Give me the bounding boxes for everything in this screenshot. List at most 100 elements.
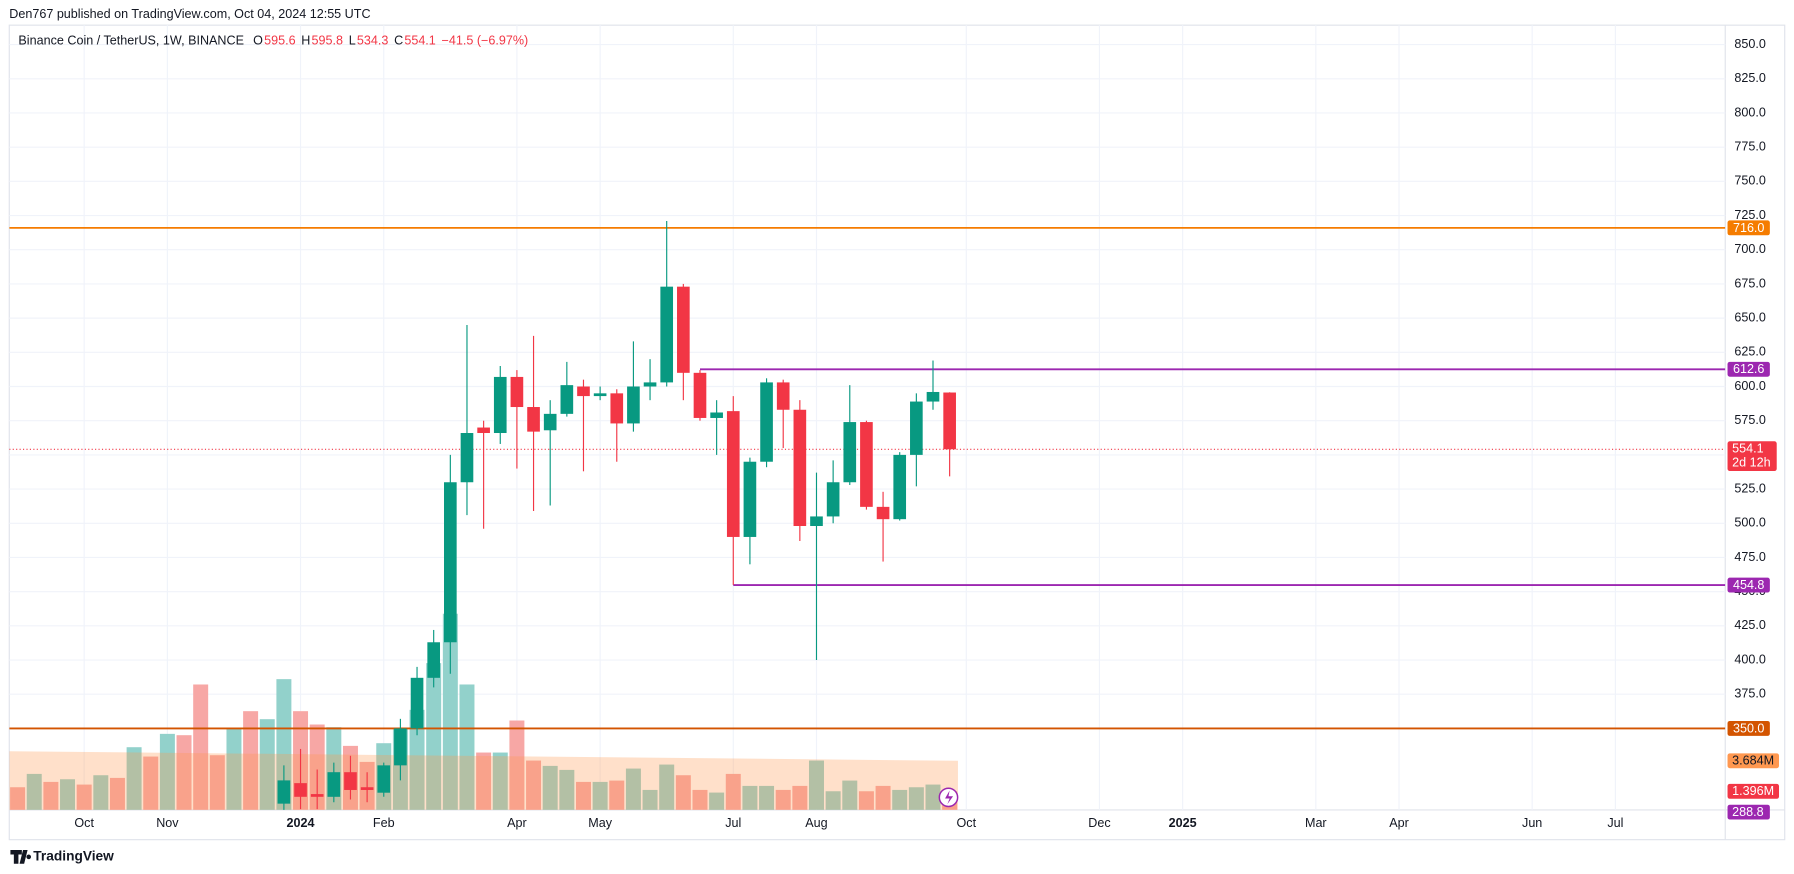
y-tick-label: 700.0 (1734, 242, 1765, 256)
volume-bar (709, 792, 725, 810)
candle-body (527, 407, 540, 432)
volume-bar (575, 781, 591, 810)
candle-body (277, 780, 291, 804)
candle-body (910, 401, 923, 455)
candle-body (876, 506, 890, 520)
change-value: −41.5 (−6.97%) (442, 34, 529, 48)
y-tick-label: 400.0 (1734, 652, 1765, 666)
candle-body (643, 382, 657, 387)
volume-bar (592, 781, 608, 810)
candle-body (810, 516, 823, 527)
level-label-box (1727, 720, 1770, 736)
volume-bar (925, 784, 941, 810)
candle-body (310, 794, 324, 797)
volume-bar (809, 760, 824, 810)
last-price-box (1727, 441, 1777, 472)
x-tick-label: Apr (507, 816, 527, 830)
ohlc-key: H (301, 34, 310, 48)
candle-body (543, 413, 557, 431)
volume-bar (426, 663, 442, 810)
y-tick-label: 500.0 (1734, 516, 1765, 530)
candle-body (460, 433, 474, 483)
volume-bar (209, 755, 225, 810)
candle-body (560, 385, 574, 414)
plot (9, 221, 1726, 810)
volume-bar (625, 768, 641, 810)
volume-bar (542, 765, 558, 810)
candle-body (843, 422, 857, 483)
volume-ma-box (1727, 753, 1780, 769)
level-label: 350.0 (1733, 721, 1764, 735)
y-tick-label: 600.0 (1734, 379, 1765, 393)
ohlc-key: L (349, 34, 356, 48)
volume-bar (259, 719, 275, 810)
x-tick-label: Oct (956, 816, 976, 830)
level-label: 612.6 (1733, 362, 1764, 376)
frame (8, 24, 1786, 841)
candle-body (327, 772, 341, 797)
ohlc-value: 554.1 (404, 34, 435, 48)
y-tick-label: 825.0 (1734, 71, 1765, 85)
ohlc-value: 595.6 (264, 34, 295, 48)
volume-bar (775, 789, 791, 810)
volume-bar (143, 756, 159, 810)
y-tick-label: 800.0 (1734, 105, 1765, 119)
volume-bar (243, 711, 259, 810)
x-tick-label: May (588, 816, 612, 830)
volume-bar (659, 764, 675, 810)
volume-bar (742, 785, 758, 810)
volume-ma-area (9, 751, 958, 810)
volume-bar (10, 787, 26, 810)
countdown-label: 2d 12h (1732, 455, 1770, 469)
volume-last-label: 1.396M (1732, 784, 1774, 798)
x-tick-label: Dec (1088, 816, 1110, 830)
volume-bar (276, 679, 292, 810)
level-label: 716.0 (1733, 221, 1764, 235)
volume-bar (526, 760, 542, 810)
volume-bar (476, 752, 492, 810)
y-tick-label: 375.0 (1734, 687, 1765, 701)
candle-body (793, 409, 807, 527)
extra-label-box (1727, 804, 1770, 820)
extra-label: 288.8 (1732, 805, 1763, 819)
candle-body (710, 412, 723, 418)
volume-bar (759, 785, 775, 810)
candle-body (444, 482, 457, 643)
symbol-title: Binance Coin / TetherUS, 1W, BINANCE (18, 34, 244, 48)
candle-body (760, 382, 773, 462)
candle-body (693, 372, 707, 418)
candle-body (726, 411, 740, 537)
candle-body (344, 772, 357, 790)
volume-bar (76, 784, 92, 810)
candle-body (660, 286, 674, 383)
x-tick-label: Nov (156, 816, 179, 830)
y-tick-label: 850.0 (1734, 37, 1765, 51)
y-tick-label: 775.0 (1734, 139, 1765, 153)
y-tick-label: 675.0 (1734, 276, 1765, 290)
publisher: Den767 published on TradingView.com, Oct… (9, 7, 370, 21)
volume-bar (459, 684, 475, 810)
candle-body (627, 386, 640, 424)
symbol-legend: Binance Coin / TetherUS, 1W, BINANCE O 59… (18, 34, 528, 48)
logo-mark (10, 849, 32, 864)
x-tick-label: Jun (1522, 816, 1542, 830)
x-tick-label: 2024 (287, 816, 315, 830)
candle-body (377, 765, 391, 793)
x-tick-label: Mar (1305, 816, 1327, 830)
volume-last-box (1727, 783, 1780, 799)
level-label-box (1727, 361, 1770, 377)
ohlc-key: C (394, 34, 403, 48)
candle-body (493, 376, 507, 434)
y-tick-label: 525.0 (1734, 481, 1765, 495)
candle-body (593, 393, 607, 397)
candle-body (610, 393, 624, 424)
y-tick-label: 725.0 (1734, 208, 1765, 222)
candle-body (427, 642, 441, 678)
volume-bar (842, 780, 858, 810)
volume-bar (176, 735, 192, 810)
level-label-box (1727, 220, 1770, 236)
x-tick-label: Apr (1389, 816, 1409, 830)
ohlc-value: 534.3 (357, 34, 388, 48)
y-tick-label: 750.0 (1734, 174, 1765, 188)
volume-bar (609, 780, 625, 810)
